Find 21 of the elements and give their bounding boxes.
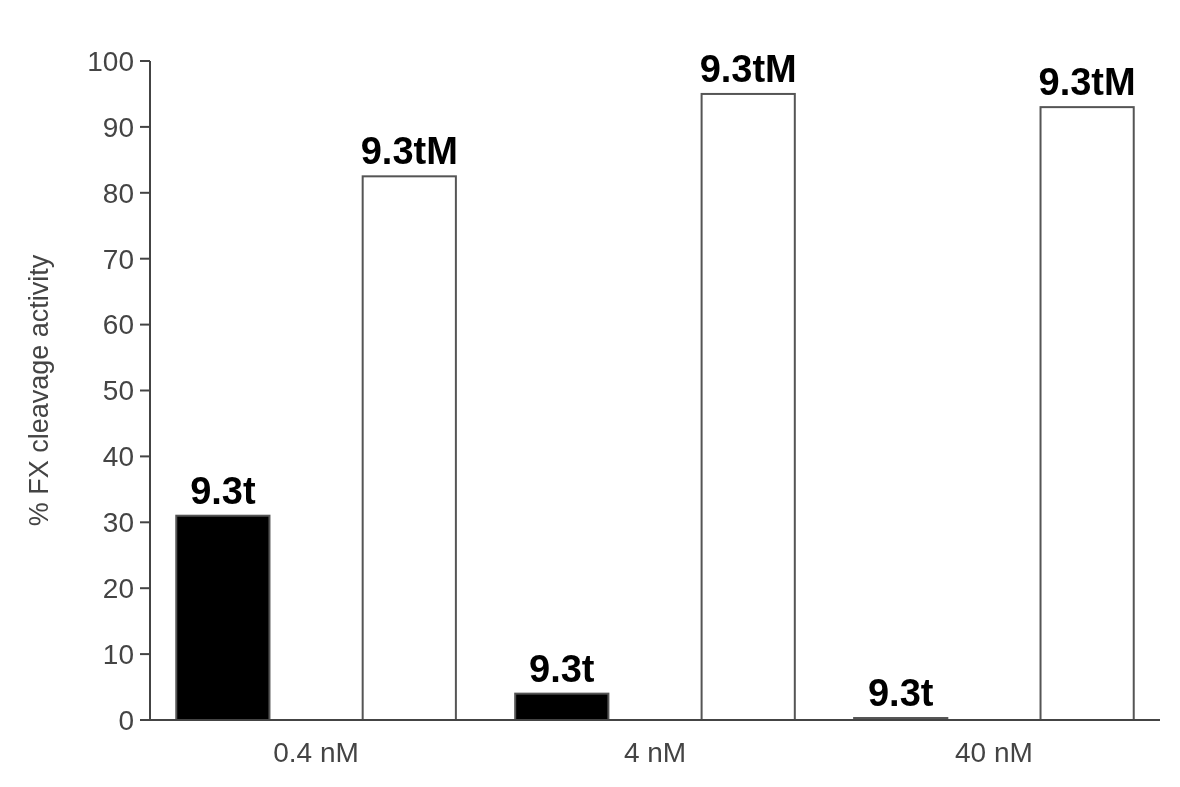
y-tick-label: 70 [102, 243, 134, 275]
series-label: 9.3t [529, 647, 595, 690]
series-label: 9.3tM [699, 47, 797, 90]
text: 9.3tM [1038, 61, 1136, 104]
y-tick-label: 0 [118, 704, 134, 736]
y-tick-label: 20 [102, 573, 134, 604]
y-tick-label: 40 [102, 441, 134, 473]
y-tick-label: 80 [102, 177, 134, 209]
y-tick-label: 30 [102, 507, 134, 539]
text: 9.3t [190, 469, 256, 512]
y-tick-label: 90 [102, 111, 134, 143]
y-tick-label: 50 [102, 375, 134, 407]
text: 9.3tM [360, 130, 458, 173]
y-tick-label: 100 [87, 45, 134, 77]
text: 9.3t [867, 672, 934, 715]
y-tick-label: 60 [102, 309, 134, 341]
y-tick-label: 10 [102, 638, 134, 670]
x-tick-label: 40 nM [955, 737, 1033, 768]
x-tick-label: 4 nM [623, 737, 687, 768]
y-axis-title: % FX cleavage activity [24, 254, 54, 527]
x-tick-label: 0.4 nM [273, 737, 359, 768]
